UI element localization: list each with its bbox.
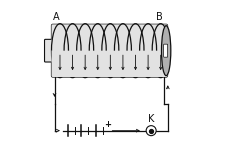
Circle shape bbox=[146, 126, 156, 136]
Text: B: B bbox=[156, 12, 163, 22]
Text: K: K bbox=[148, 114, 154, 124]
FancyBboxPatch shape bbox=[164, 44, 168, 57]
FancyBboxPatch shape bbox=[52, 24, 167, 77]
FancyBboxPatch shape bbox=[44, 39, 55, 62]
Ellipse shape bbox=[161, 26, 171, 76]
Text: A: A bbox=[53, 12, 60, 22]
FancyBboxPatch shape bbox=[52, 24, 167, 77]
Text: +: + bbox=[104, 120, 112, 129]
